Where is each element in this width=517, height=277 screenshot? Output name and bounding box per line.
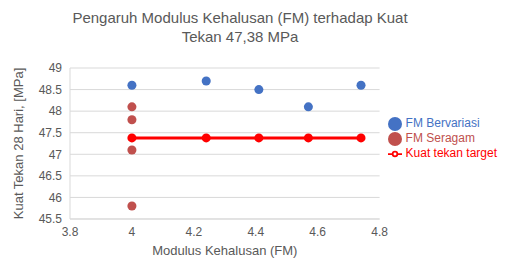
svg-text:4.6: 4.6 xyxy=(309,225,326,239)
svg-text:3.8: 3.8 xyxy=(62,225,79,239)
svg-text:47: 47 xyxy=(49,148,63,162)
svg-text:4: 4 xyxy=(129,225,136,239)
svg-text:46.5: 46.5 xyxy=(39,169,63,183)
svg-text:49: 49 xyxy=(49,61,63,75)
svg-text:4.4: 4.4 xyxy=(247,225,264,239)
html-text:Kuat tekan target: Kuat tekan target xyxy=(405,145,497,160)
svg-text:Kuat Tekan 28 Hari, [MPa]: Kuat Tekan 28 Hari, [MPa] xyxy=(11,68,26,220)
svg-text:45.5: 45.5 xyxy=(39,212,63,226)
html-text:FM Bervariasi: FM Bervariasi xyxy=(405,116,480,131)
svg-text:46: 46 xyxy=(49,191,63,205)
svg-text:48: 48 xyxy=(49,104,63,118)
html-text:Pengaruh Modulus Kehalusan (FM: Pengaruh Modulus Kehalusan (FM) terhadap… xyxy=(72,9,408,45)
svg-text:48.5: 48.5 xyxy=(39,83,63,97)
svg-text:Modulus Kehalusan (FM): Modulus Kehalusan (FM) xyxy=(152,243,297,258)
svg-text:47.5: 47.5 xyxy=(39,126,63,140)
svg-text:4.8: 4.8 xyxy=(371,225,388,239)
html-text:FM Seragam: FM Seragam xyxy=(405,131,475,146)
svg-text:4.2: 4.2 xyxy=(185,225,202,239)
